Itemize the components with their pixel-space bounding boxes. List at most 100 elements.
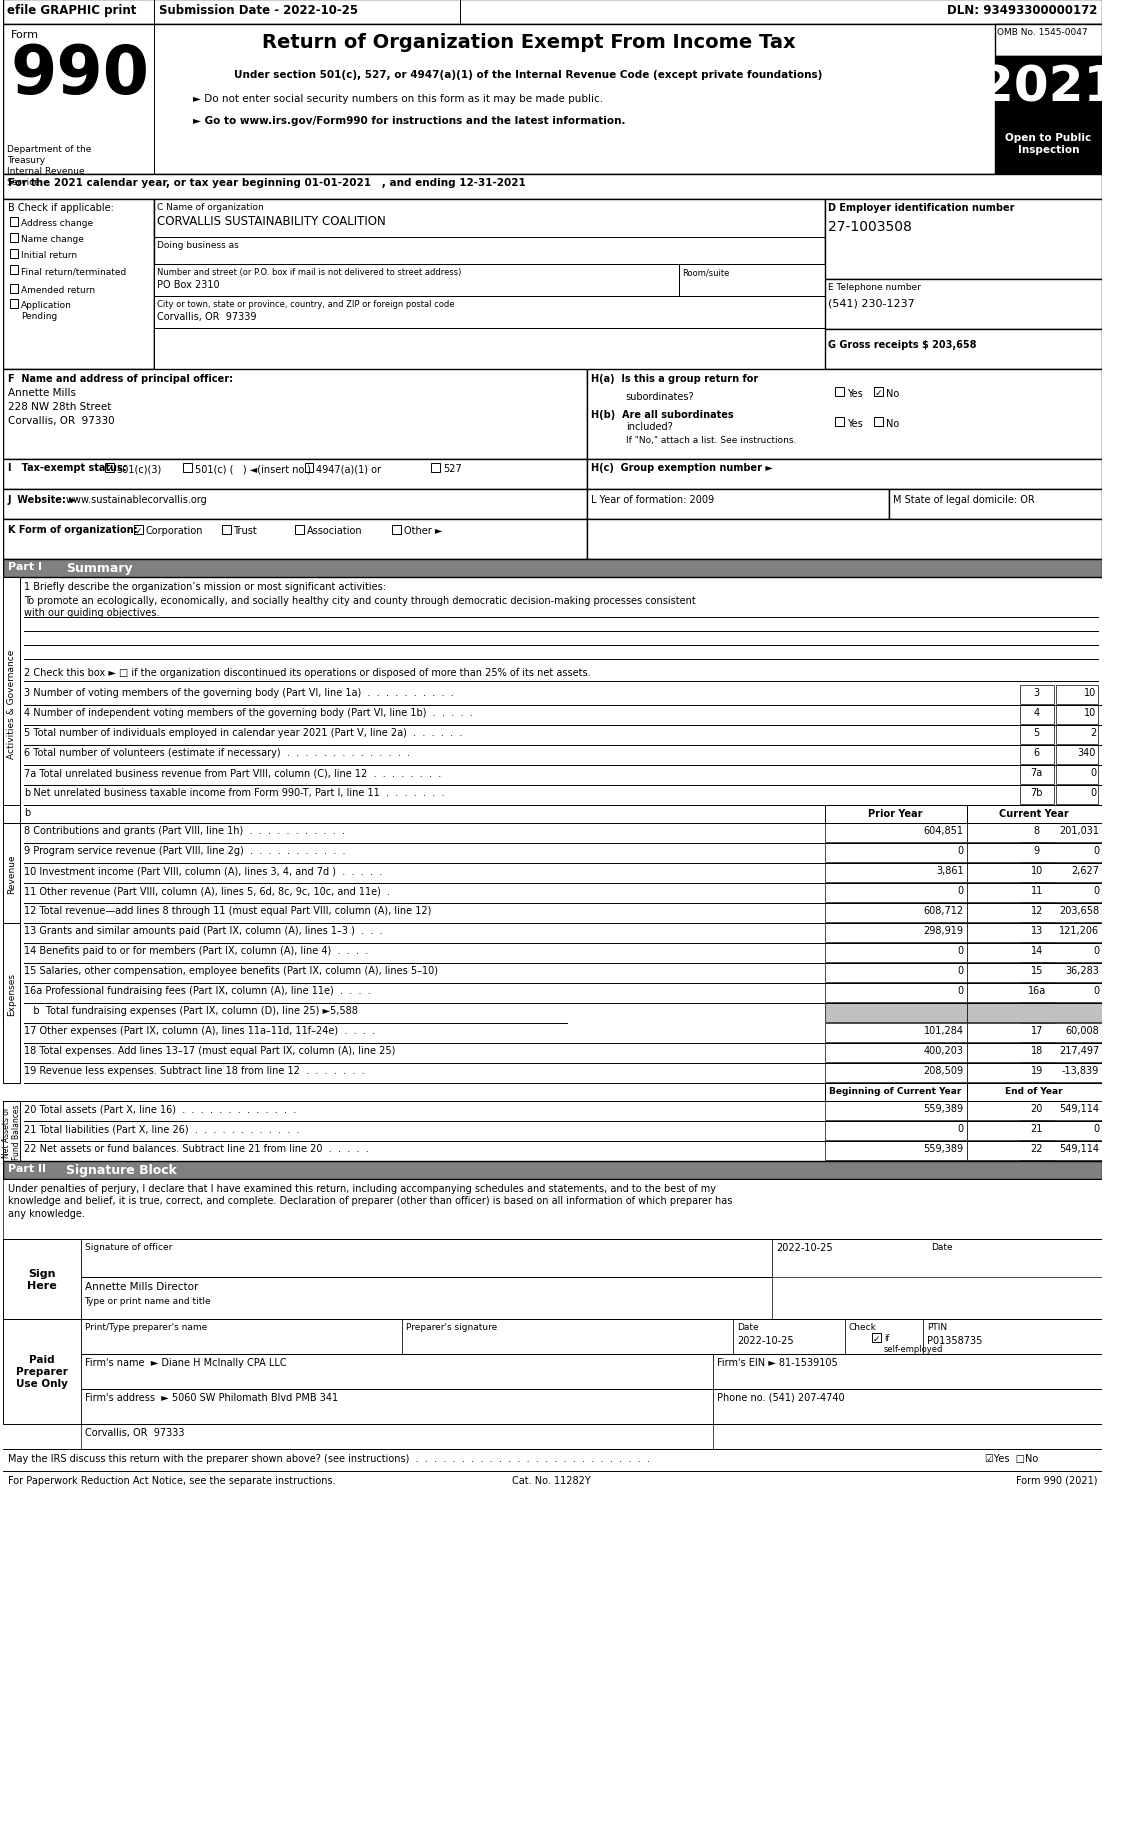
- Text: 60,008: 60,008: [1066, 1025, 1099, 1036]
- Text: Net unrelated business taxable income from Form 990-T, Part I, line 11  .  .  . : Net unrelated business taxable income fr…: [24, 787, 445, 798]
- Bar: [1021, 765, 1054, 785]
- Text: 2021: 2021: [979, 62, 1118, 112]
- Bar: [9, 265, 18, 274]
- Text: 1 Briefly describe the organization’s mission or most significant activities:: 1 Briefly describe the organization’s mi…: [24, 582, 386, 591]
- Text: ► Do not enter social security numbers on this form as it may be made public.: ► Do not enter social security numbers o…: [193, 93, 603, 104]
- Bar: [995, 128, 1102, 176]
- Text: 6 Total number of volunteers (estimate if necessary)  .  .  .  .  .  .  .  .  . : 6 Total number of volunteers (estimate i…: [24, 748, 410, 758]
- Text: 20 Total assets (Part X, line 16)  .  .  .  .  .  .  .  .  .  .  .  .  .: 20 Total assets (Part X, line 16) . . . …: [24, 1103, 297, 1113]
- Bar: [2, 490, 587, 520]
- Text: 20: 20: [1031, 1103, 1043, 1113]
- Text: 2: 2: [1089, 728, 1096, 737]
- Text: Type or print name and title: Type or print name and title: [85, 1296, 211, 1305]
- Text: 11 Other revenue (Part VIII, column (A), lines 5, 6d, 8c, 9c, 10c, and 11e)  .: 11 Other revenue (Part VIII, column (A),…: [24, 886, 391, 895]
- Text: 21: 21: [1031, 1124, 1043, 1133]
- Bar: [825, 1102, 966, 1120]
- Bar: [587, 520, 1102, 560]
- Text: 19 Revenue less expenses. Subtract line 18 from line 12  .  .  .  .  .  .  .: 19 Revenue less expenses. Subtract line …: [24, 1065, 365, 1076]
- Text: 18 Total expenses. Add lines 13–17 (must equal Part IX, column (A), line 25): 18 Total expenses. Add lines 13–17 (must…: [24, 1045, 395, 1056]
- Bar: [825, 983, 966, 1003]
- Bar: [680, 265, 825, 296]
- Bar: [1021, 1142, 1054, 1160]
- Text: 217,497: 217,497: [1059, 1045, 1099, 1056]
- Text: Signature Block: Signature Block: [65, 1164, 177, 1177]
- Text: 228 NW 28th Street: 228 NW 28th Street: [8, 403, 111, 412]
- Bar: [2, 1319, 80, 1424]
- Bar: [1021, 706, 1054, 725]
- Text: 0: 0: [957, 966, 964, 975]
- Text: 10: 10: [1031, 866, 1043, 875]
- Bar: [2, 805, 20, 824]
- Bar: [9, 300, 18, 309]
- Bar: [825, 963, 966, 983]
- Text: ✓: ✓: [875, 388, 882, 397]
- Bar: [1056, 686, 1099, 705]
- Text: 10: 10: [1084, 688, 1096, 697]
- Text: Expenses: Expenses: [7, 972, 16, 1016]
- Bar: [1056, 727, 1099, 745]
- Text: 22: 22: [1031, 1144, 1043, 1153]
- Bar: [825, 824, 966, 842]
- Bar: [2, 0, 1102, 26]
- Text: Initial return: Initial return: [21, 251, 78, 260]
- Text: P01358735: P01358735: [927, 1336, 982, 1345]
- Text: ✓: ✓: [134, 527, 142, 534]
- Text: efile GRAPHIC print: efile GRAPHIC print: [7, 4, 135, 16]
- Bar: [2, 578, 20, 829]
- Text: ► Go to www.irs.gov/Form990 for instructions and the latest information.: ► Go to www.irs.gov/Form990 for instruct…: [193, 115, 625, 126]
- Text: 12 Total revenue—add lines 8 through 11 (must equal Part VIII, column (A), line : 12 Total revenue—add lines 8 through 11 …: [24, 906, 431, 915]
- Text: Return of Organization Exempt From Income Tax: Return of Organization Exempt From Incom…: [262, 33, 795, 51]
- Bar: [1021, 824, 1054, 842]
- Text: 22 Net assets or fund balances. Subtract line 21 from line 20  .  .  .  .  .: 22 Net assets or fund balances. Subtract…: [24, 1144, 369, 1153]
- Text: F  Name and address of principal officer:: F Name and address of principal officer:: [8, 373, 233, 384]
- Text: b: b: [24, 807, 30, 818]
- Bar: [966, 904, 1102, 922]
- Text: Final return/terminated: Final return/terminated: [21, 267, 126, 276]
- Bar: [2, 459, 587, 490]
- Bar: [825, 844, 966, 862]
- Text: PTIN: PTIN: [927, 1323, 947, 1330]
- Bar: [402, 1319, 733, 1354]
- Text: 9: 9: [1034, 845, 1040, 856]
- Text: Print/Type preparer's name: Print/Type preparer's name: [85, 1323, 207, 1330]
- Text: 18: 18: [1031, 1045, 1043, 1056]
- Bar: [1021, 924, 1054, 942]
- Text: 27-1003508: 27-1003508: [829, 220, 912, 234]
- Bar: [295, 525, 304, 534]
- Text: 15: 15: [1031, 966, 1043, 975]
- Bar: [825, 864, 966, 882]
- Text: 10 Investment income (Part VIII, column (A), lines 3, 4, and 7d )  .  .  .  .  .: 10 Investment income (Part VIII, column …: [24, 866, 383, 875]
- Text: 990: 990: [10, 42, 150, 108]
- Text: 549,114: 549,114: [1059, 1103, 1099, 1113]
- Text: Application
Pending: Application Pending: [21, 300, 72, 320]
- Text: Under penalties of perjury, I declare that I have examined this return, includin: Under penalties of perjury, I declare th…: [8, 1184, 732, 1219]
- Text: 13: 13: [1031, 926, 1043, 935]
- Text: 340: 340: [1078, 748, 1096, 758]
- Text: 527: 527: [443, 463, 462, 474]
- Bar: [966, 844, 1102, 862]
- Bar: [966, 824, 1102, 842]
- Text: Annette Mills: Annette Mills: [8, 388, 76, 397]
- Text: Under section 501(c), 527, or 4947(a)(1) of the Internal Revenue Code (except pr: Under section 501(c), 527, or 4947(a)(1)…: [235, 70, 823, 81]
- Bar: [733, 1319, 844, 1354]
- Bar: [966, 1023, 1102, 1043]
- Text: 0: 0: [1093, 946, 1099, 955]
- Text: Check: Check: [849, 1323, 877, 1330]
- Text: www.sustainablecorvallis.org: www.sustainablecorvallis.org: [65, 494, 208, 505]
- Bar: [587, 370, 1102, 459]
- Text: Doing business as: Doing business as: [157, 242, 238, 251]
- Text: Amended return: Amended return: [21, 285, 95, 295]
- Text: G Gross receipts $ 203,658: G Gross receipts $ 203,658: [829, 340, 977, 350]
- Text: 2,627: 2,627: [1071, 866, 1099, 875]
- Bar: [966, 884, 1102, 902]
- Bar: [2, 1179, 1102, 1239]
- Text: 0: 0: [1089, 787, 1096, 798]
- Text: 7b: 7b: [1031, 787, 1043, 798]
- Bar: [966, 864, 1102, 882]
- Text: 201,031: 201,031: [1059, 825, 1099, 836]
- Bar: [1021, 745, 1054, 765]
- Text: Cat. No. 11282Y: Cat. No. 11282Y: [513, 1475, 592, 1486]
- Text: H(b)  Are all subordinates: H(b) Are all subordinates: [590, 410, 734, 419]
- Bar: [1021, 963, 1054, 983]
- Text: 0: 0: [1093, 845, 1099, 856]
